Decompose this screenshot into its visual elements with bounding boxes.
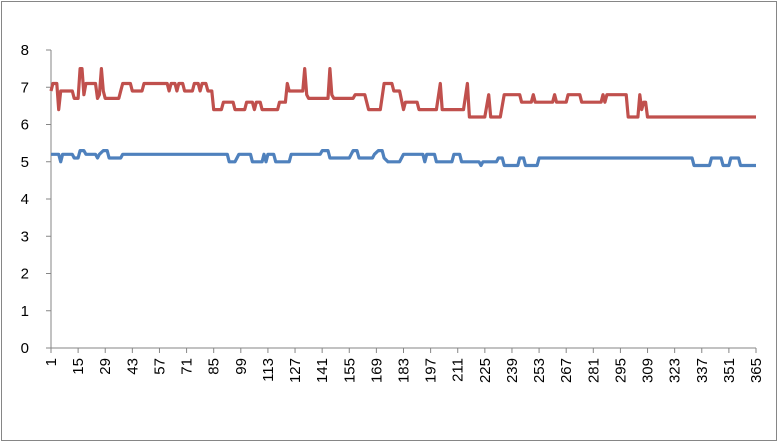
x-tick-label: 323 bbox=[667, 358, 684, 383]
x-tick-label: 225 bbox=[477, 358, 494, 383]
x-tick-label: 15 bbox=[70, 358, 87, 375]
x-tick-label: 71 bbox=[179, 358, 196, 375]
x-tick-label: 1 bbox=[43, 358, 60, 366]
series-line-1 bbox=[51, 149, 756, 168]
x-tick-label: 29 bbox=[97, 358, 114, 375]
x-axis-ticks: 1 15 29 43 57 71 85 99 113 127 141 155 169 183 197 211 2… bbox=[43, 348, 765, 383]
x-tick-label: 239 bbox=[504, 358, 521, 383]
x-tick-label: 127 bbox=[287, 358, 304, 383]
y-tick-label: 8 bbox=[21, 42, 29, 59]
x-tick-label: 85 bbox=[206, 358, 223, 375]
x-tick-label: 197 bbox=[423, 358, 440, 383]
x-tick-label: 113 bbox=[260, 358, 277, 382]
series-layer bbox=[49, 66, 756, 168]
x-tick-label: 351 bbox=[721, 358, 738, 383]
x-tick-label: 337 bbox=[694, 358, 711, 383]
y-tick-label: 2 bbox=[21, 266, 29, 283]
x-tick-label: 267 bbox=[558, 358, 575, 383]
y-tick-label: 5 bbox=[21, 154, 29, 171]
x-tick-label: 43 bbox=[124, 358, 141, 375]
x-tick-label: 211 bbox=[450, 358, 467, 382]
x-tick-label: 183 bbox=[396, 358, 413, 383]
x-tick-label: 253 bbox=[531, 358, 548, 383]
series-line-2 bbox=[49, 66, 756, 119]
x-tick-label: 99 bbox=[233, 358, 250, 375]
y-tick-label: 7 bbox=[21, 79, 29, 96]
y-axis-ticks: 0 1 2 3 4 5 6 7 8 bbox=[21, 42, 51, 357]
x-tick-label: 365 bbox=[748, 358, 765, 383]
x-tick-label: 309 bbox=[640, 358, 657, 383]
y-tick-label: 4 bbox=[21, 191, 29, 208]
y-tick-label: 1 bbox=[21, 303, 29, 320]
y-tick-label: 6 bbox=[21, 117, 29, 134]
x-tick-label: 141 bbox=[314, 358, 331, 383]
x-tick-label: 295 bbox=[612, 358, 629, 383]
y-tick-label: 3 bbox=[21, 228, 29, 245]
y-tick-label: 0 bbox=[21, 340, 29, 357]
x-tick-label: 57 bbox=[151, 358, 168, 375]
x-tick-label: 169 bbox=[368, 358, 385, 383]
x-tick-label: 281 bbox=[585, 358, 602, 383]
x-tick-label: 155 bbox=[341, 358, 358, 383]
